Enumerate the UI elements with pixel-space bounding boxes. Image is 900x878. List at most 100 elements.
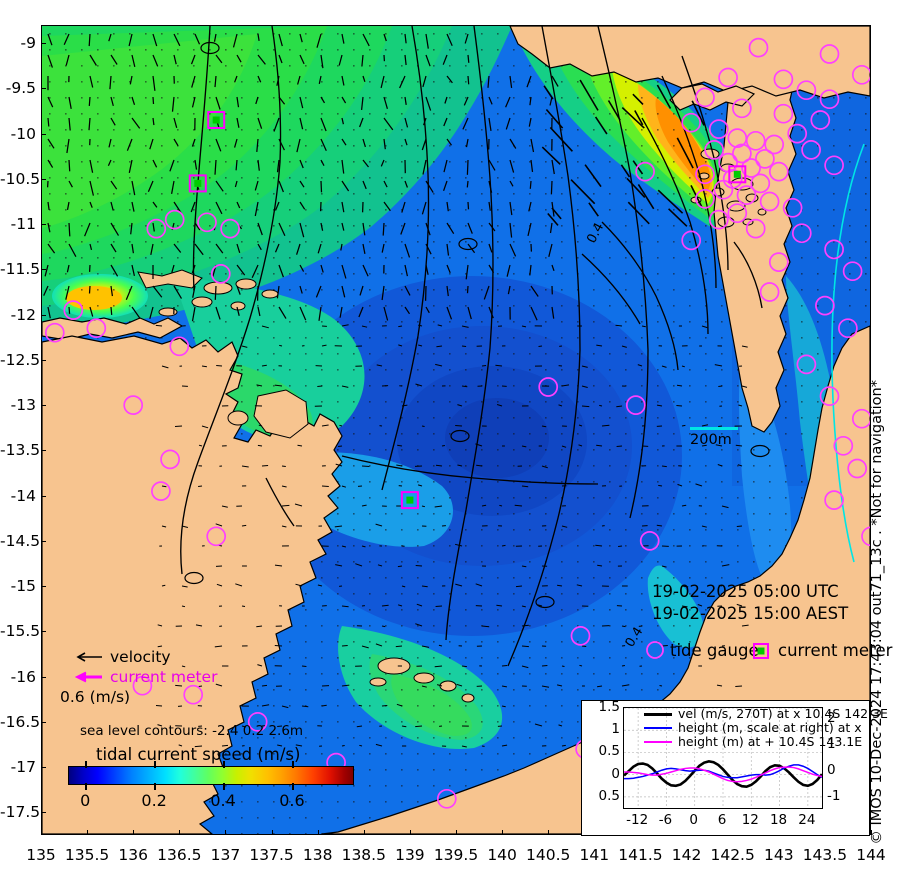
- tide-gauge-marker[interactable]: [732, 98, 752, 119]
- velocity-arrow: [198, 485, 203, 487]
- velocity-arrow: [241, 524, 247, 527]
- colorbar-tick-label: 0.4: [210, 791, 236, 810]
- velocity-arrow: [558, 404, 563, 407]
- velocity-arrow: [465, 264, 469, 280]
- tide-gauge-marker[interactable]: [206, 526, 227, 547]
- tide-gauge-marker[interactable]: [847, 458, 868, 479]
- tide-gauge-marker[interactable]: [833, 435, 854, 456]
- tide-gauge-marker[interactable]: [713, 179, 734, 200]
- x-tick: [179, 830, 181, 835]
- tide-gauge-marker[interactable]: [123, 395, 144, 415]
- tide-gauge-marker[interactable]: [197, 212, 217, 233]
- tide-gauge-marker[interactable]: [183, 684, 204, 705]
- tide-gauge-marker[interactable]: [625, 395, 646, 415]
- tide-gauge-marker[interactable]: [819, 386, 840, 406]
- tide-gauge-marker[interactable]: [824, 155, 844, 176]
- timeseries-inset-panel[interactable]: 0.5 0 0.5 1 1.5 -1 0 1 2 -12 -6 0 6 12 18 24 vel (m/s…: [581, 699, 888, 836]
- tide-gauge-marker[interactable]: [782, 197, 803, 218]
- tide-gauge-marker[interactable]: [220, 218, 240, 239]
- tide-gauge-marker[interactable]: [727, 203, 748, 224]
- current-meter-marker[interactable]: [188, 174, 207, 193]
- tide-gauge-marker[interactable]: [681, 230, 702, 251]
- tide-gauge-marker[interactable]: [732, 143, 752, 164]
- tide-gauge-marker[interactable]: [824, 239, 844, 260]
- velocity-arrow: [110, 54, 118, 65]
- tide-gauge-marker[interactable]: [755, 149, 775, 169]
- current-meter-marker[interactable]: [207, 111, 226, 129]
- current-meter-marker[interactable]: [728, 165, 747, 184]
- tide-gauge-marker[interactable]: [851, 64, 870, 85]
- tide-gauge-marker[interactable]: [801, 140, 821, 160]
- tide-gauge-marker[interactable]: [773, 69, 794, 90]
- tide-gauge-marker[interactable]: [570, 626, 591, 646]
- tide-gauge-marker[interactable]: [695, 164, 715, 185]
- tide-gauge-marker[interactable]: [210, 264, 231, 284]
- tide-gauge-marker[interactable]: [160, 449, 180, 470]
- tide-gauge-marker[interactable]: [759, 191, 780, 212]
- tide-gauge-marker[interactable]: [63, 300, 84, 320]
- tide-gauge-marker[interactable]: [764, 134, 785, 155]
- tide-gauge-marker[interactable]: [842, 261, 863, 282]
- tide-gauge-marker[interactable]: [736, 185, 757, 205]
- tide-gauge-marker[interactable]: [708, 209, 729, 230]
- timeseries-plot-area[interactable]: [623, 707, 824, 809]
- tide-gauge-marker[interactable]: [824, 490, 844, 510]
- tide-gauge-marker[interactable]: [759, 282, 780, 302]
- tide-gauge-marker[interactable]: [436, 788, 457, 809]
- tide-gauge-marker[interactable]: [796, 354, 817, 375]
- tide-gauge-marker[interactable]: [851, 408, 870, 429]
- tide-gauge-marker[interactable]: [704, 140, 725, 160]
- colorbar[interactable]: [68, 766, 354, 785]
- tide-gauge-marker[interactable]: [695, 87, 715, 108]
- x-tick: [363, 830, 365, 835]
- tide-gauge-marker[interactable]: [796, 80, 817, 101]
- velocity-arrow: [717, 464, 723, 467]
- tide-gauge-marker[interactable]: [538, 377, 559, 397]
- tide-gauge-marker[interactable]: [639, 531, 660, 551]
- velocity-arrow: [404, 285, 411, 296]
- tide-gauge-marker[interactable]: [635, 161, 655, 182]
- tide-gauge-marker[interactable]: [44, 322, 65, 343]
- tide-gauge-marker[interactable]: [791, 223, 812, 244]
- velocity-arrow: [128, 159, 133, 174]
- tide-gauge-marker[interactable]: [773, 103, 794, 124]
- velocity-arrow: [216, 365, 223, 367]
- colorbar-tick: [85, 761, 88, 768]
- map-canvas[interactable]: 0.4 0.4: [42, 26, 870, 834]
- tide-gauge-marker[interactable]: [819, 44, 840, 64]
- tide-gauge-marker[interactable]: [745, 218, 766, 239]
- tide-gauge-marker[interactable]: [815, 295, 835, 316]
- tide-gauge-marker[interactable]: [718, 67, 738, 88]
- tide-gauge-marker[interactable]: [681, 112, 702, 133]
- tide-gauge-marker[interactable]: [164, 209, 185, 230]
- tide-gauge-marker[interactable]: [838, 318, 858, 339]
- velocity-arrow: [551, 306, 555, 319]
- current-meter-marker[interactable]: [400, 491, 419, 510]
- y-tick: [41, 43, 46, 45]
- tide-gauge-marker[interactable]: [748, 37, 769, 58]
- timeseries-x-tick-label: -6: [658, 812, 673, 828]
- tide-gauge-marker[interactable]: [745, 130, 766, 151]
- velocity-arrow: [421, 685, 427, 688]
- tide-gauge-marker[interactable]: [86, 318, 107, 339]
- velocity-arrow: [341, 645, 348, 647]
- tide-gauge-marker[interactable]: [132, 675, 153, 696]
- tide-gauge-marker[interactable]: [861, 526, 870, 547]
- velocity-arrow: [621, 665, 625, 667]
- tide-gauge-marker[interactable]: [768, 161, 789, 182]
- tide-gauge-marker[interactable]: [169, 336, 190, 357]
- tide-gauge-marker[interactable]: [768, 252, 789, 272]
- velocity-arrow: [735, 444, 743, 447]
- tide-gauge-marker[interactable]: [708, 119, 729, 139]
- tide-gauge-marker[interactable]: [810, 110, 831, 130]
- tide-gauge-marker[interactable]: [787, 123, 808, 144]
- velocity-arrow: [299, 54, 305, 65]
- map-panel[interactable]: 0.4 0.4: [41, 25, 871, 835]
- tide-gauge-marker[interactable]: [819, 89, 840, 110]
- tide-gauge-marker[interactable]: [247, 712, 268, 732]
- tide-gauge-marker[interactable]: [741, 158, 761, 178]
- tide-gauge-marker[interactable]: [151, 481, 171, 501]
- tide-gauge-marker[interactable]: [146, 218, 167, 239]
- tide-gauge-marker[interactable]: [695, 188, 715, 209]
- tide-gauge-marker[interactable]: [750, 173, 771, 194]
